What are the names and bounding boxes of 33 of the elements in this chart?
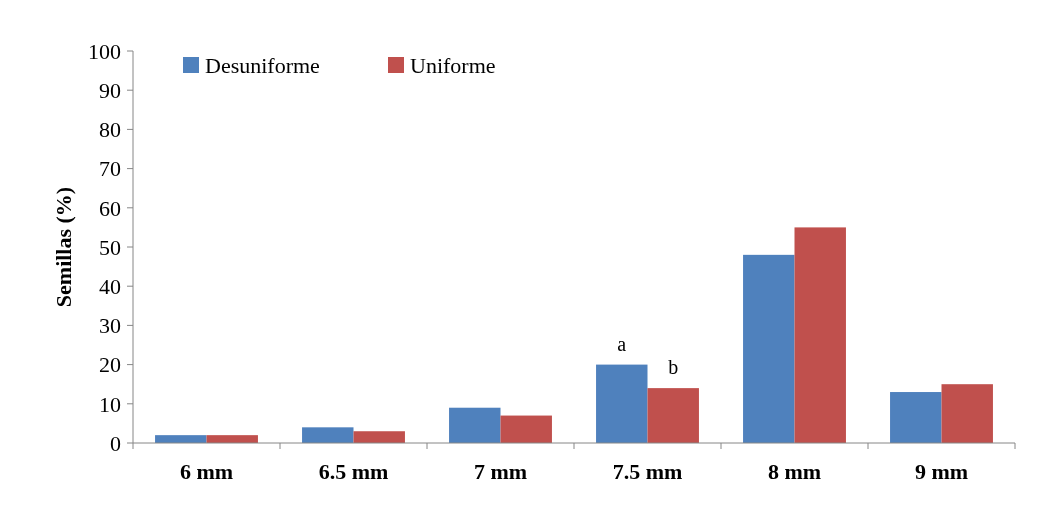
y-tick-label: 30 xyxy=(99,313,121,339)
y-tick-label: 20 xyxy=(99,352,121,378)
bar xyxy=(596,364,648,443)
y-tick-label: 0 xyxy=(110,430,121,456)
bar xyxy=(302,427,354,443)
x-tick-label: 8 mm xyxy=(767,459,822,484)
bar xyxy=(743,254,795,443)
bar xyxy=(890,392,942,443)
y-tick-label: 90 xyxy=(99,77,121,103)
annotation: a xyxy=(617,332,627,355)
x-tick-label: 6 mm xyxy=(179,459,234,484)
bar xyxy=(941,384,993,443)
bar xyxy=(449,407,501,443)
x-tick-label: 6.5 mm xyxy=(318,459,389,484)
y-tick-label: 10 xyxy=(99,391,121,417)
y-tick-label: 50 xyxy=(99,234,121,260)
x-tick-label: 7 mm xyxy=(473,459,528,484)
bar xyxy=(500,415,552,443)
y-tick-label: 60 xyxy=(99,195,121,221)
legend-label: Desuniforme xyxy=(205,52,320,78)
bar xyxy=(647,388,699,443)
y-tick-label: 70 xyxy=(99,156,121,182)
bar xyxy=(794,227,846,443)
y-tick-label: 80 xyxy=(99,117,121,143)
legend-label: Uniforme xyxy=(410,52,496,78)
bar xyxy=(353,431,405,443)
y-tick-label: 40 xyxy=(99,273,121,299)
bar xyxy=(155,435,207,443)
y-tick-label: 100 xyxy=(88,38,121,64)
y-axis-title: Semillas (%) xyxy=(51,186,76,308)
x-tick-label: 7.5 mm xyxy=(612,459,683,484)
x-tick-label: 9 mm xyxy=(914,459,969,484)
annotation: b xyxy=(668,356,679,379)
